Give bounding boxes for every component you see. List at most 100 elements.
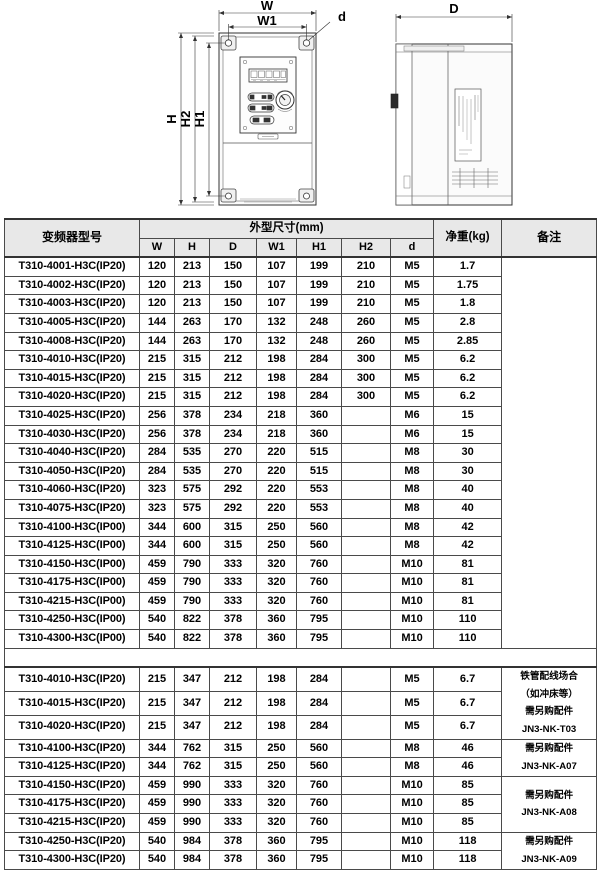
cell-wt: 6.7 [433,714,503,740]
cell-model: T310-4300-H3C(IP00) [4,629,140,649]
header-col-d-screw: d [389,237,435,258]
cell-w: 459 [139,573,175,593]
cell-dd: M5 [389,294,435,314]
cell-d: 292 [209,498,257,519]
cell-w: 256 [139,405,175,426]
cell-h: 315 [174,387,210,407]
cell-h1: 553 [296,498,342,519]
cell-h2: 260 [341,331,391,352]
cell-wt: 2.85 [433,331,503,352]
cell-d: 315 [209,536,257,556]
cell-h1: 560 [296,536,342,556]
table-row: T310-4215-H3C(IP20) 459 990 333 320 760 M10 85 [4,813,597,833]
cell-w: 120 [139,275,175,296]
cell-model: T310-4002-H3C(IP20) [4,275,140,296]
cell-d: 378 [209,629,257,649]
cell-h: 535 [174,443,210,463]
cell-dd: M10 [389,831,435,852]
cell-h: 762 [174,738,210,759]
cell-h2 [341,498,391,519]
cell-w: 323 [139,480,175,500]
cell-d: 170 [209,331,257,352]
cell-w: 459 [139,813,175,833]
cell-dd: M10 [389,794,435,814]
cell-model: T310-4001-H3C(IP20) [4,256,140,277]
cell-h2 [341,714,391,740]
cell-h2 [341,629,391,649]
cell-d: 315 [209,738,257,759]
cell-h1: 515 [296,461,342,482]
cell-h2 [341,536,391,556]
cell-wt: 42 [433,517,503,538]
cell-w: 459 [139,554,175,575]
cell-model: T310-4025-H3C(IP20) [4,405,140,426]
cell-h1: 795 [296,831,342,852]
cell-w: 215 [139,691,175,716]
cell-w: 344 [139,757,175,777]
front-dimension-lines [178,10,331,206]
cell-d: 378 [209,610,257,631]
table-row: T310-4125-H3C(IP20) 344 762 315 250 560 M8 46 [4,757,597,777]
cell-h: 822 [174,629,210,649]
cell-dd: M5 [389,714,435,740]
cell-h1: 284 [296,714,342,740]
cell-dd: M5 [389,387,435,407]
cell-wt: 1.7 [433,256,503,277]
header-col-h: H [174,237,210,258]
cell-h2 [341,757,391,777]
cell-w: 459 [139,775,175,796]
cell-model: T310-4100-H3C(IP20) [4,738,140,759]
cell-model: T310-4125-H3C(IP20) [4,757,140,777]
header-col-w1: W1 [256,237,297,258]
cell-dd: M10 [389,573,435,593]
cell-h: 790 [174,591,210,612]
cell-d: 315 [209,757,257,777]
cell-dd: M5 [389,666,435,693]
cell-dd: M5 [389,350,435,370]
table-row: T310-4175-H3C(IP20) 459 990 333 320 760 M10 85 [4,794,597,814]
table-row: T310-4075-H3C(IP20) 323 575 292 220 553 M8 40 [4,498,597,519]
cell-h: 575 [174,480,210,500]
remark-line: 需另购配件 [525,743,574,755]
cell-w: 540 [139,610,175,631]
table-row: T310-4002-H3C(IP20) 120 213 150 107 199 210 M5 1… [4,275,597,296]
cell-w1: 360 [256,850,297,870]
cell-dd: M5 [389,312,435,333]
cell-model: T310-4075-H3C(IP20) [4,498,140,519]
dim-label-w: W [261,0,274,13]
cell-h1: 284 [296,387,342,407]
cell-d: 212 [209,714,257,740]
cell-wt: 85 [433,794,503,814]
cell-h: 263 [174,331,210,352]
header-remark: 备注 [501,217,598,258]
cell-w1: 220 [256,498,297,519]
cell-h: 347 [174,691,210,716]
table-row: T310-4015-H3C(IP20) 215 347 212 198 284 M5 6.7 [4,691,597,716]
cell-wt: 2.8 [433,312,503,333]
cell-wt: 46 [433,738,503,759]
cell-h: 600 [174,517,210,538]
cell-h: 984 [174,831,210,852]
cell-d: 270 [209,443,257,463]
cell-h: 347 [174,714,210,740]
cell-h1: 560 [296,738,342,759]
cell-w: 540 [139,831,175,852]
cell-w: 215 [139,387,175,407]
cell-dd: M8 [389,536,435,556]
cell-wt: 1.75 [433,275,503,296]
cell-h1: 760 [296,813,342,833]
cell-dd: M8 [389,498,435,519]
cell-h1: 199 [296,256,342,277]
cell-h1: 795 [296,629,342,649]
cell-h2: 260 [341,312,391,333]
cell-w: 120 [139,294,175,314]
heatsink-fins [452,168,498,188]
cell-h1: 795 [296,850,342,870]
cell-wt: 30 [433,443,503,463]
cell-w: 540 [139,850,175,870]
cell-h2: 210 [341,294,391,314]
cell-w: 284 [139,443,175,463]
cell-wt: 6.2 [433,368,503,389]
dim-label-d-hole: d [338,9,346,24]
cell-wt: 81 [433,573,503,593]
